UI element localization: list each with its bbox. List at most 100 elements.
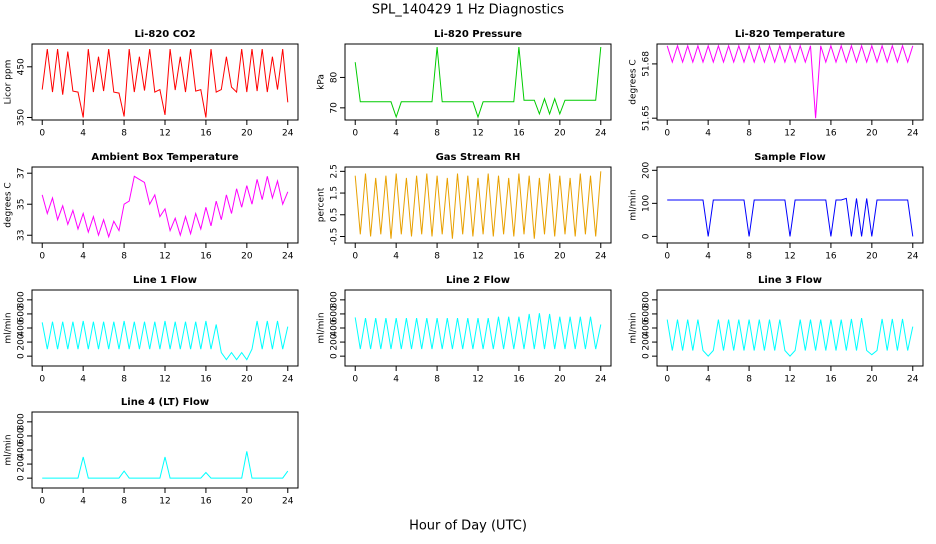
x-tick-label: 4 [80,252,86,262]
x-tick-label: 0 [664,129,670,139]
x-tick-label: 12 [784,375,795,385]
x-tick-label: 4 [80,375,86,385]
x-tick-label: 8 [434,375,440,385]
y-tick-label: 70 [330,102,340,114]
x-tick-label: 4 [705,129,711,139]
panel-title: Sample Flow [754,152,826,163]
series-line [41,49,289,118]
y-tick-label: 800 [330,291,340,308]
y-tick-label: 800 [17,291,27,308]
page-title: SPL_140429 1 Hz Diagnostics [372,3,564,18]
x-tick-label: 20 [866,375,878,385]
x-tick-label: 12 [472,252,483,262]
y-tick-label: 200 [642,333,652,350]
y-tick-label: 35 [17,198,27,209]
x-tick-label: 20 [866,129,878,139]
x-tick-label: 0 [352,375,358,385]
x-tick-label: 24 [595,375,607,385]
y-tick-label: 51.68 [642,51,652,77]
x-tick-label: 4 [393,129,399,139]
x-tick-label: 12 [159,252,170,262]
panel-title: Line 1 Flow [133,275,197,286]
x-tick-label: 0 [39,252,45,262]
y-axis-label: ml/min [4,434,14,465]
x-tick-label: 0 [39,375,45,385]
y-tick-label: 200 [17,455,27,472]
x-tick-label: 8 [121,497,127,507]
x-tick-label: 12 [784,252,795,262]
x-tick-label: 12 [472,129,483,139]
x-tick-label: 12 [159,129,170,139]
series-line [354,46,602,119]
y-axis-label: ml/min [317,312,327,343]
y-axis-label: degrees C [629,59,639,104]
x-tick-label: 24 [282,497,294,507]
x-tick-label: 0 [352,129,358,139]
x-tick-label: 8 [434,129,440,139]
y-axis-label: Licor ppm [4,60,14,105]
y-tick-label: 450 [17,58,27,75]
x-tick-label: 12 [784,129,795,139]
y-tick-label: 200 [17,333,27,350]
y-tick-label: 400 [330,319,340,336]
y-axis-label: percent [317,187,327,222]
x-tick-label: 4 [393,375,399,385]
y-tick-label: 600 [17,427,27,444]
x-tick-label: 20 [241,252,253,262]
y-tick-label: 350 [17,109,27,126]
x-tick-label: 12 [472,375,483,385]
x-tick-label: 0 [664,252,670,262]
panel-title: Line 3 Flow [758,275,822,286]
x-tick-label: 16 [200,497,212,507]
y-tick-label: 0 [642,353,652,359]
x-tick-label: 16 [825,375,837,385]
series-line [666,44,914,119]
x-tick-label: 24 [282,375,294,385]
panel-title: Li-820 Pressure [434,29,522,40]
x-tick-label: 8 [121,252,127,262]
y-tick-label: 0 [17,475,27,481]
y-tick-label: 200 [330,333,340,350]
x-tick-label: 0 [664,375,670,385]
y-tick-label: 37 [17,167,27,178]
panel-title: Li-820 CO2 [134,29,195,40]
y-axis-label: degrees C [4,182,14,227]
x-tick-label: 12 [159,375,170,385]
y-tick-label: 600 [642,305,652,322]
panel-title: Gas Stream RH [436,152,521,163]
y-tick-label: 400 [17,441,27,458]
x-tick-label: 20 [241,129,253,139]
x-tick-label: 8 [434,252,440,262]
x-tick-label: 24 [907,375,919,385]
y-axis-label: ml/min [4,312,14,343]
y-tick-label: 0 [642,233,652,239]
x-tick-label: 16 [200,129,212,139]
x-tick-label: 8 [746,129,752,139]
y-axis-label: ml/min [629,189,639,220]
x-tick-label: 0 [39,129,45,139]
y-tick-label: 0 [17,353,27,359]
x-tick-label: 8 [121,129,127,139]
x-tick-label: 24 [595,252,607,262]
y-tick-label: 600 [330,305,340,322]
x-tick-label: 24 [282,129,294,139]
y-tick-label: 800 [17,413,27,430]
series-line [41,175,289,239]
panel-title: Line 4 (LT) Flow [121,397,209,408]
y-axis-label: kPa [317,74,327,90]
x-tick-label: 24 [907,252,919,262]
y-tick-label: 800 [642,291,652,308]
y-tick-label: 400 [642,319,652,336]
x-tick-label: 0 [39,497,45,507]
x-tick-label: 4 [705,252,711,262]
series-line [41,320,289,361]
x-axis-label: Hour of Day (UTC) [409,519,527,534]
y-axis-label: ml/min [629,312,639,343]
x-tick-label: 20 [866,252,878,262]
series-line [354,171,602,239]
x-tick-label: 12 [159,497,170,507]
panel-title: Ambient Box Temperature [91,152,238,163]
y-tick-label: 200 [642,161,652,178]
